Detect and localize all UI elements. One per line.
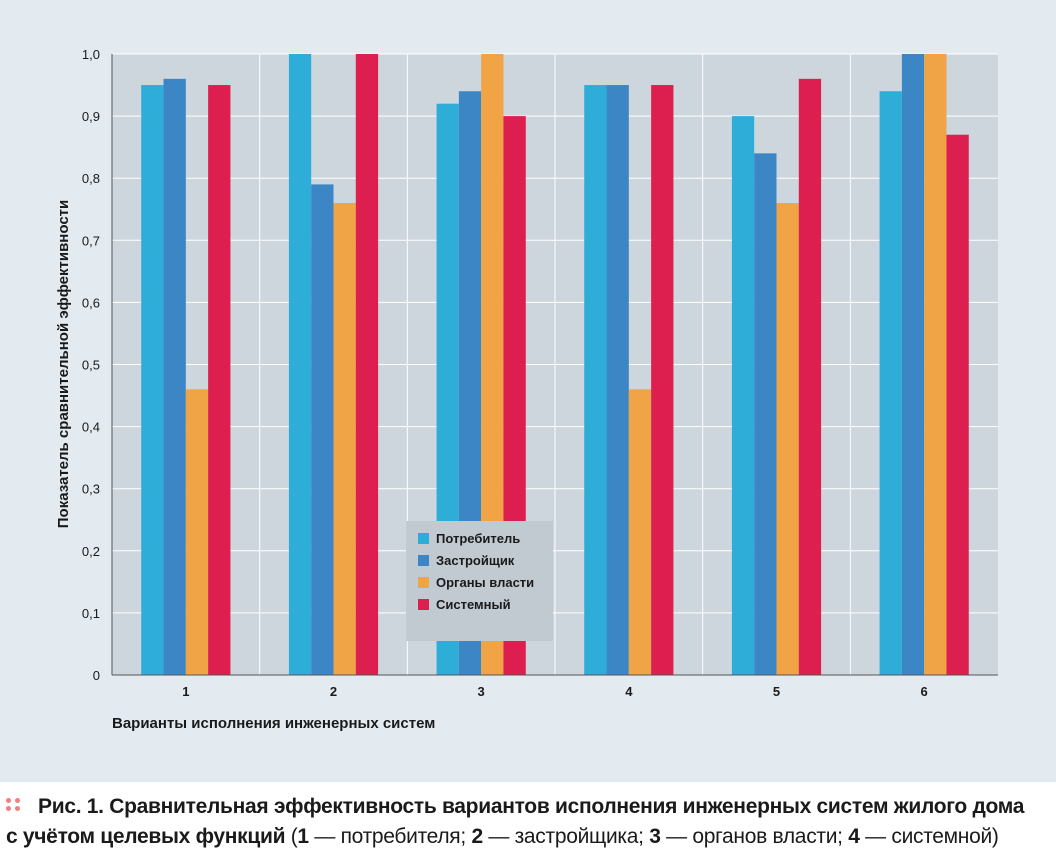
bar	[924, 54, 947, 675]
bar	[584, 85, 607, 676]
y-tick-label: 0,5	[82, 358, 100, 373]
caption-text-1: — потребителя;	[308, 825, 472, 848]
caption-text-2: — застройщика;	[482, 825, 650, 848]
caption-text-4: — системной)	[859, 825, 999, 848]
legend-swatch	[418, 533, 429, 544]
x-tick-label: 6	[921, 684, 928, 699]
legend-swatch	[418, 555, 429, 566]
bar	[208, 85, 231, 676]
bar	[754, 153, 777, 676]
caption-title-line2: с учётом целевых функций	[6, 825, 286, 848]
y-tick-label: 0,1	[82, 606, 100, 621]
y-tick-label: 0,4	[82, 420, 100, 435]
bar	[879, 91, 902, 675]
y-tick-label: 0,7	[82, 233, 100, 248]
x-tick-label: 3	[478, 684, 485, 699]
caption-text-3: — органов власти;	[660, 825, 849, 848]
bar	[185, 389, 209, 675]
bar	[901, 54, 925, 675]
caption-prefix: Рис. 1.	[38, 795, 104, 818]
y-tick-label: 0,9	[82, 109, 100, 124]
bar	[651, 85, 674, 676]
caption-open-paren: (	[285, 825, 298, 848]
bar	[288, 54, 312, 675]
caption-num-2: 2	[471, 825, 483, 848]
x-tick-label: 1	[182, 684, 189, 699]
y-tick-label: 0	[93, 668, 100, 683]
y-tick-label: 1,0	[82, 47, 100, 62]
figure-panel: 0 0,1 0,2 0,3 0,4 0,5 0,6 0,7 0,8 0,9 1,0 1 2 3 4 5 6 Ва…	[0, 0, 1056, 782]
legend-label: Застройщик	[436, 553, 515, 568]
y-tick-label: 0,8	[82, 171, 100, 186]
legend-label: Системный	[436, 597, 511, 612]
caption-title-line1: Сравнительная эффективность вариантов ис…	[103, 795, 1025, 818]
x-axis-title: Варианты исполнения инженерных систем	[112, 715, 435, 732]
bar	[606, 85, 629, 676]
bar	[776, 203, 799, 676]
legend-label: Потребитель	[436, 531, 520, 546]
legend-swatch	[418, 577, 429, 588]
axes: 0 0,1 0,2 0,3 0,4 0,5 0,6 0,7 0,8 0,9 1,0 1 2 3 4 5 6	[82, 47, 998, 699]
y-tick-label: 0,3	[82, 482, 100, 497]
legend-label: Органы власти	[436, 575, 534, 590]
x-tick-label: 5	[773, 684, 780, 699]
caption-num-1: 1	[297, 825, 309, 848]
figure-caption: Рис. 1. Сравнительная эффективность вари…	[6, 792, 1052, 852]
bar-chart: 0 0,1 0,2 0,3 0,4 0,5 0,6 0,7 0,8 0,9 1,0 1 2 3 4 5 6 Ва…	[55, 47, 998, 732]
legend-swatch	[418, 599, 429, 610]
y-tick-label: 0,2	[82, 544, 100, 559]
grid	[112, 53, 998, 675]
caption-dots-icon	[6, 798, 24, 812]
y-axis-title: Показатель сравнительной эффективности	[55, 200, 72, 529]
caption-num-3: 3	[649, 825, 661, 848]
bar	[311, 184, 334, 675]
x-tick-label: 4	[625, 684, 633, 699]
bar	[798, 78, 822, 676]
bar	[628, 389, 652, 675]
y-tick-label: 0,6	[82, 295, 100, 310]
bar	[355, 54, 379, 675]
bar	[141, 85, 164, 676]
bar	[481, 54, 504, 675]
legend: Потребитель Застройщик Органы власти Систем…	[406, 521, 553, 641]
bar	[163, 78, 186, 676]
x-tick-label: 2	[330, 684, 337, 699]
caption-num-4: 4	[848, 825, 860, 848]
bar	[731, 116, 755, 676]
bar	[946, 134, 969, 676]
legend-box	[406, 521, 553, 641]
bar	[333, 203, 356, 676]
